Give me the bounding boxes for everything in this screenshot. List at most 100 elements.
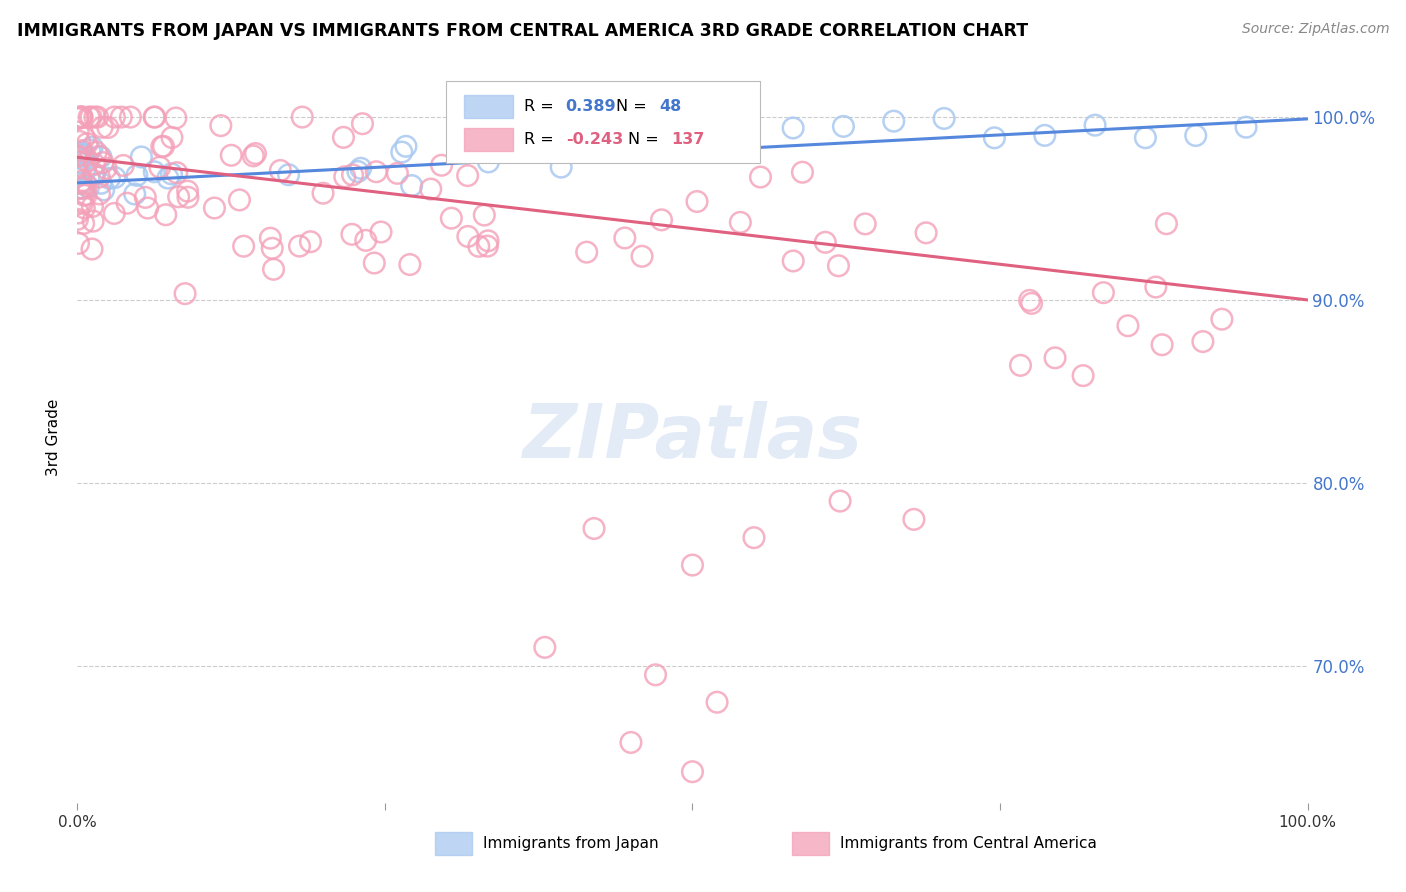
Point <box>83 167 105 181</box>
Point <box>160 167 183 181</box>
FancyBboxPatch shape <box>464 95 513 118</box>
Point <box>1033 128 1056 143</box>
Point <box>82 199 104 213</box>
Point <box>354 233 377 247</box>
Point <box>73 153 96 167</box>
Point <box>76 153 98 168</box>
Text: Immigrants from Japan: Immigrants from Japan <box>484 836 659 851</box>
Point <box>84 145 107 160</box>
Point <box>1211 312 1233 326</box>
Point <box>449 110 471 124</box>
Point <box>80 110 103 124</box>
Point <box>166 166 188 180</box>
Point <box>468 239 491 253</box>
Point <box>883 114 905 128</box>
Point <box>242 149 264 163</box>
Point <box>983 130 1005 145</box>
Point <box>69 177 91 191</box>
Point <box>90 176 112 190</box>
Point <box>167 190 190 204</box>
Point <box>120 110 142 124</box>
Point <box>299 235 322 249</box>
Point <box>70 194 93 208</box>
Point <box>419 182 441 196</box>
Point <box>228 193 250 207</box>
Point <box>136 201 159 215</box>
Point <box>66 212 89 227</box>
Point <box>103 110 125 124</box>
Point <box>204 201 226 215</box>
Point <box>176 184 198 198</box>
Point <box>387 166 409 180</box>
Text: 137: 137 <box>672 132 704 147</box>
Point <box>76 136 98 151</box>
Point <box>363 256 385 270</box>
Point <box>97 120 120 135</box>
Point <box>115 196 138 211</box>
Point <box>832 120 855 134</box>
Point <box>72 181 94 195</box>
Point <box>150 139 173 153</box>
Point <box>1010 359 1032 373</box>
Point <box>70 110 93 124</box>
Point <box>73 131 96 145</box>
Point <box>70 110 93 124</box>
Point <box>457 169 479 183</box>
Point <box>156 171 179 186</box>
Point <box>682 123 704 137</box>
FancyBboxPatch shape <box>464 128 513 151</box>
Point <box>269 163 291 178</box>
Point <box>915 226 938 240</box>
Point <box>73 146 96 161</box>
Point <box>620 735 643 749</box>
Point <box>650 212 672 227</box>
Point <box>370 225 392 239</box>
Point <box>477 234 499 248</box>
Point <box>104 170 127 185</box>
Point <box>72 196 94 211</box>
Point <box>1156 217 1178 231</box>
Point <box>143 165 166 179</box>
Point <box>165 111 187 125</box>
Point <box>472 208 495 222</box>
Point <box>94 161 117 176</box>
Point <box>77 110 100 124</box>
Text: R =: R = <box>524 132 554 147</box>
Point <box>134 190 156 204</box>
Point <box>333 169 356 184</box>
Point <box>98 171 121 186</box>
Point <box>75 178 97 193</box>
Point <box>631 249 654 263</box>
Point <box>67 125 90 139</box>
Point <box>460 139 482 153</box>
Point <box>291 110 314 124</box>
Point <box>70 181 93 195</box>
Text: -0.243: -0.243 <box>565 132 623 147</box>
Point <box>73 161 96 176</box>
Point <box>67 150 90 164</box>
FancyBboxPatch shape <box>792 832 830 855</box>
Point <box>91 155 114 169</box>
Point <box>245 146 267 161</box>
Point <box>1152 337 1174 351</box>
Point <box>66 159 89 173</box>
Point <box>174 286 197 301</box>
Point <box>72 148 94 162</box>
Text: IMMIGRANTS FROM JAPAN VS IMMIGRANTS FROM CENTRAL AMERICA 3RD GRADE CORRELATION C: IMMIGRANTS FROM JAPAN VS IMMIGRANTS FROM… <box>17 22 1028 40</box>
Point <box>72 216 94 230</box>
Text: R =: R = <box>524 99 554 114</box>
Text: 0.389: 0.389 <box>565 99 616 114</box>
Point <box>613 231 636 245</box>
Point <box>110 110 132 124</box>
Point <box>89 169 111 184</box>
Point <box>277 168 299 182</box>
Point <box>401 178 423 193</box>
Point <box>152 139 174 153</box>
Point <box>682 764 704 779</box>
Point <box>124 186 146 201</box>
FancyBboxPatch shape <box>436 832 472 855</box>
Point <box>686 194 709 209</box>
Point <box>853 217 876 231</box>
Point <box>69 156 91 170</box>
Point <box>430 158 453 172</box>
